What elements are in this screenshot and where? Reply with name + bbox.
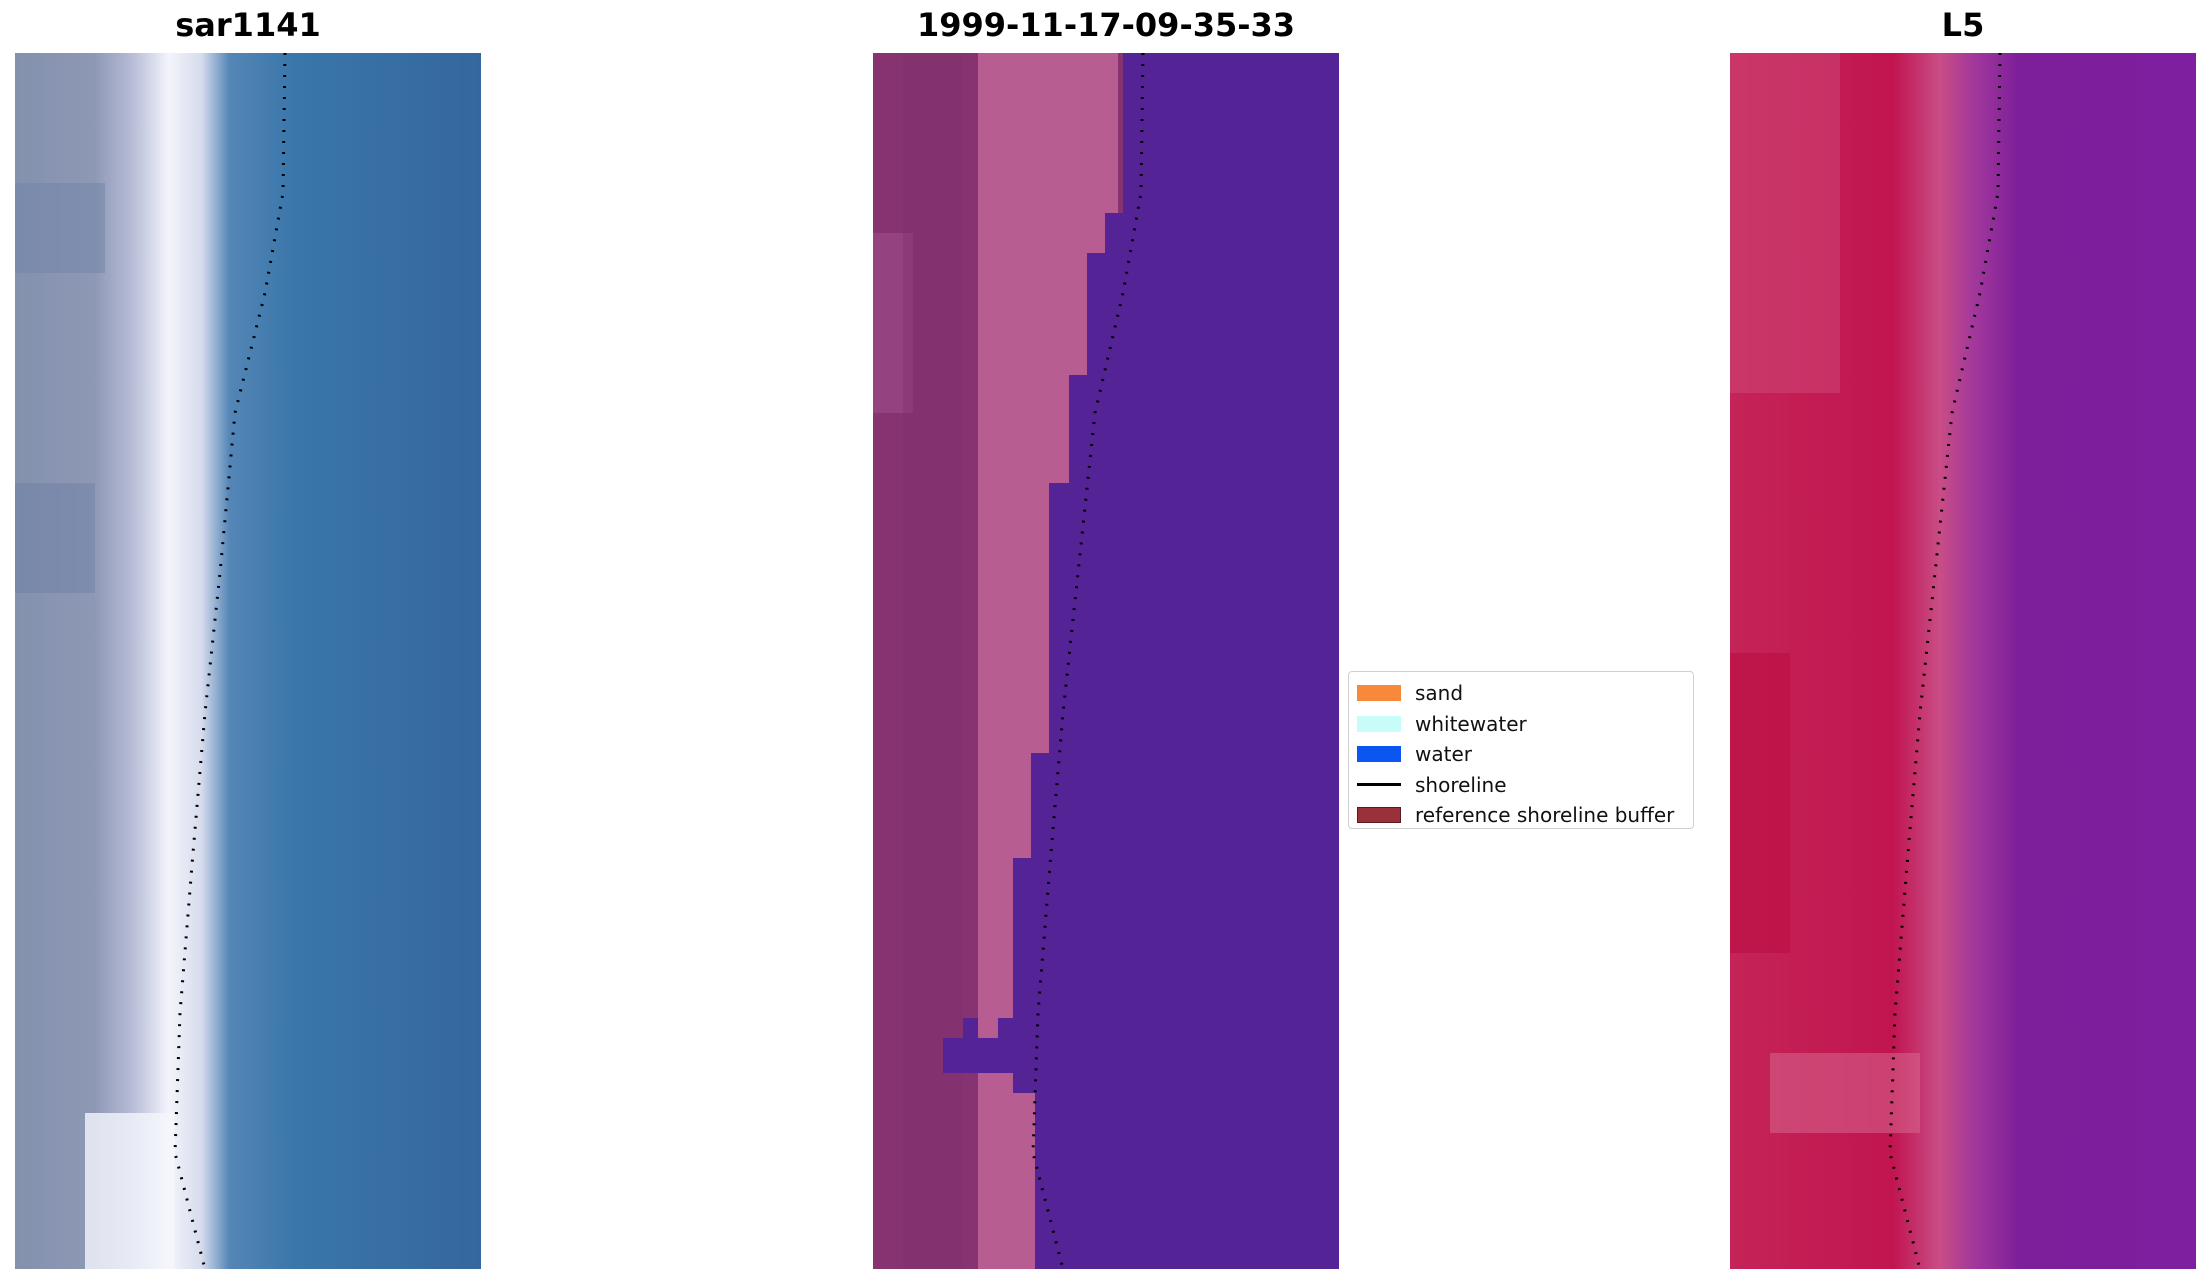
panel-title-classified: 1999-11-17-09-35-33 [916,6,1296,44]
water-swatch [1357,746,1401,763]
legend-item-reference-buffer: reference shoreline buffer [1357,800,1685,831]
classified-image [873,53,1339,1269]
legend-item-sand: sand [1357,678,1685,709]
classified-image-panel [873,53,1339,1269]
false-color-image [1730,53,2196,1269]
sand-swatch [1357,685,1401,702]
legend-item-water: water [1357,739,1685,770]
rgb-image [15,53,481,1269]
legend-item-whitewater: whitewater [1357,709,1685,740]
panel-title-rgb: sar1141 [175,6,321,44]
rgb-image-panel [15,53,481,1269]
shoreline-line-swatch [1357,783,1401,787]
legend-label: shoreline [1415,772,1507,797]
legend: sand whitewater water shoreline referenc… [1348,671,1694,829]
legend-label: whitewater [1415,711,1527,736]
whitewater-swatch [1357,715,1401,732]
legend-item-shoreline: shoreline [1357,770,1685,801]
legend-label: water [1415,742,1472,767]
false-color-image-panel [1730,53,2196,1269]
reference-buffer-swatch [1357,807,1401,824]
panel-title-false-color: L5 [1941,6,1985,44]
legend-label: reference shoreline buffer [1415,803,1675,828]
legend-label: sand [1415,681,1464,706]
